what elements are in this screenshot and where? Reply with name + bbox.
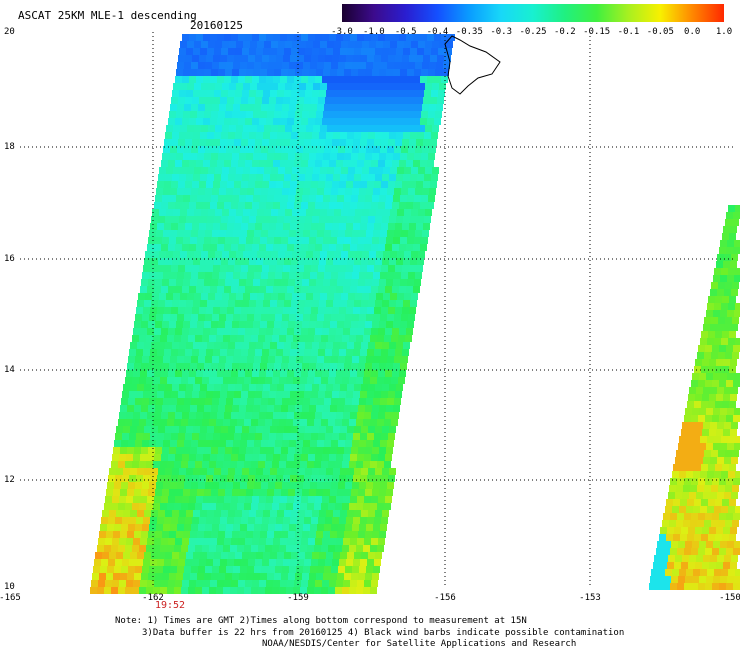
- lat-label-12: 12: [4, 475, 15, 485]
- colorbar-tick-label: -0.3: [490, 27, 512, 37]
- lon-label-162: -162: [142, 593, 164, 603]
- coastline: [444, 35, 501, 95]
- colorbar-tick-label: -3.0: [331, 27, 353, 37]
- lat-label-20: 20: [4, 27, 15, 37]
- colorbar-tick-label: -0.4: [426, 27, 449, 37]
- note-line-3: NOAA/NESDIS/Center for Satellite Applica…: [262, 639, 577, 649]
- colorbar-tick-label: 0.0: [684, 27, 701, 37]
- colorbar-tick-label: -0.05: [646, 27, 674, 37]
- lon-label-156: -156: [434, 593, 456, 603]
- colorbar-tick-label: -0.2: [553, 27, 576, 37]
- swath-map: [20, 32, 740, 594]
- note-line-2: 3)Data buffer is 22 hrs from 20160125 4)…: [142, 628, 625, 638]
- colorbar-tick-label: -0.5: [394, 27, 417, 37]
- colorbar-gradient: [342, 4, 724, 22]
- note-line-1: Note: 1) Times are GMT 2)Times along bot…: [115, 616, 527, 626]
- lon-label-165: -165: [0, 593, 21, 603]
- product-title: ASCAT 25KM MLE-1 descending: [18, 9, 197, 22]
- product-date: 20160125: [190, 19, 243, 32]
- colorbar: [342, 4, 724, 22]
- lon-label-150: -150: [719, 593, 740, 603]
- colorbar-tick-label: 1.0: [715, 27, 733, 37]
- graticule: [20, 32, 736, 588]
- lat-label-10: 10: [4, 582, 15, 592]
- lon-label-159: -159: [287, 593, 309, 603]
- colorbar-tick-label: -0.25: [519, 27, 547, 37]
- lat-label-14: 14: [4, 365, 15, 375]
- colorbar-tick-label: -0.35: [455, 27, 483, 37]
- colorbar-tick-label: -0.15: [583, 27, 611, 37]
- lat-label-16: 16: [4, 254, 15, 264]
- swath-cells: [90, 34, 740, 594]
- lon-label-153: -153: [579, 593, 601, 603]
- lat-label-18: 18: [4, 142, 15, 152]
- colorbar-tick-label: -0.1: [617, 27, 640, 37]
- pass-time-label: 19:52: [154, 600, 186, 611]
- colorbar-tick-label: -1.0: [362, 27, 385, 37]
